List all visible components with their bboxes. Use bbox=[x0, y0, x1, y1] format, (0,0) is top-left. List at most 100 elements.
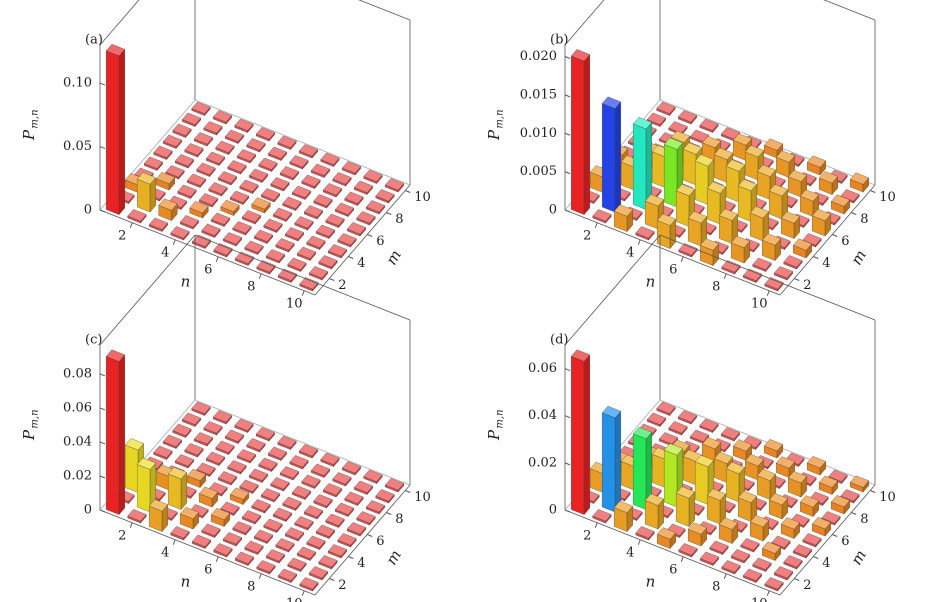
x-tick-label: 6 bbox=[669, 562, 677, 577]
bar-face bbox=[258, 157, 278, 170]
floor-tile bbox=[301, 174, 321, 190]
bar-face bbox=[775, 150, 796, 163]
x-tick bbox=[258, 273, 262, 279]
y-tick bbox=[367, 534, 373, 537]
bar-face bbox=[205, 451, 226, 464]
bar-face bbox=[664, 449, 678, 508]
floor-tile bbox=[325, 213, 345, 229]
bar-face bbox=[632, 117, 653, 130]
bar-face bbox=[570, 349, 591, 362]
bar-face bbox=[346, 522, 367, 535]
x-tick bbox=[680, 256, 684, 262]
bar-face bbox=[761, 233, 782, 246]
bar-face bbox=[325, 213, 345, 226]
bar-face bbox=[363, 469, 383, 482]
y-tick-label: 2 bbox=[338, 578, 346, 593]
bar-face bbox=[162, 434, 183, 447]
bar-face bbox=[375, 489, 395, 502]
bar-face bbox=[186, 173, 207, 186]
floor-tile bbox=[287, 557, 307, 573]
floor-tile bbox=[306, 235, 326, 251]
bar-face bbox=[205, 151, 226, 164]
floor-tile bbox=[752, 257, 772, 273]
bar-face bbox=[375, 189, 395, 202]
x-tick-label: 6 bbox=[204, 262, 212, 277]
bar-face bbox=[291, 485, 312, 498]
floor-tile bbox=[289, 155, 309, 170]
bar bbox=[220, 199, 240, 217]
y-tick-label: 8 bbox=[395, 212, 403, 227]
bar-face bbox=[267, 446, 288, 459]
z-tick bbox=[99, 146, 106, 150]
box-edge bbox=[779, 184, 876, 296]
bar-face bbox=[201, 223, 221, 236]
z-tick-label: 0.04 bbox=[63, 434, 92, 449]
floor-tile bbox=[764, 577, 784, 592]
bar-face bbox=[258, 457, 278, 470]
floor-tile bbox=[241, 210, 262, 225]
floor-tile bbox=[334, 502, 355, 518]
bar-face bbox=[652, 151, 666, 188]
floor-tile bbox=[222, 232, 243, 247]
x-tick-label: 8 bbox=[247, 579, 255, 594]
floor-tile bbox=[191, 101, 211, 117]
floor-tile bbox=[298, 444, 319, 459]
floor-tile bbox=[783, 255, 803, 270]
bar-face bbox=[301, 174, 321, 187]
bar-face bbox=[656, 527, 677, 540]
bar bbox=[761, 541, 782, 562]
floor-tile bbox=[730, 549, 751, 564]
y-tick-label: 6 bbox=[376, 234, 384, 249]
floor-tile bbox=[699, 551, 720, 567]
floor-tile bbox=[384, 178, 405, 193]
floor-tile bbox=[356, 511, 376, 526]
y-tick bbox=[367, 234, 373, 237]
bar bbox=[251, 197, 271, 214]
bar bbox=[155, 171, 176, 191]
box-edge bbox=[194, 234, 411, 321]
x-tick bbox=[129, 522, 133, 528]
bar bbox=[663, 137, 684, 208]
bar bbox=[179, 507, 200, 530]
x-tick-label: 10 bbox=[286, 296, 303, 311]
box-edge bbox=[564, 509, 781, 596]
x-tick-label: 6 bbox=[204, 562, 212, 577]
bar-face bbox=[143, 156, 164, 169]
y-tick-label: 4 bbox=[822, 556, 830, 571]
floor-tile bbox=[356, 211, 376, 226]
bar-face bbox=[191, 101, 211, 114]
bar-face bbox=[601, 405, 622, 418]
floor-tile bbox=[332, 172, 352, 187]
bar bbox=[687, 522, 708, 547]
bar-face bbox=[720, 127, 741, 140]
bar-face bbox=[105, 349, 126, 362]
bar bbox=[613, 204, 634, 233]
bar-face bbox=[701, 437, 722, 450]
floor-tile bbox=[337, 533, 357, 548]
bar-face bbox=[181, 412, 202, 425]
bar-face bbox=[296, 546, 317, 559]
bar-face bbox=[241, 510, 262, 523]
bar bbox=[148, 499, 169, 533]
floor-tile bbox=[193, 132, 214, 147]
bar-face bbox=[721, 560, 741, 573]
bar-face bbox=[658, 432, 679, 445]
floor-tile bbox=[677, 410, 698, 425]
bar-face bbox=[707, 188, 721, 225]
box-edge bbox=[194, 399, 411, 486]
bar bbox=[229, 487, 250, 506]
bar-face bbox=[656, 101, 676, 114]
bar-face bbox=[583, 54, 590, 216]
floor-tile bbox=[148, 217, 169, 233]
x-tick bbox=[766, 590, 770, 596]
floor-tile bbox=[277, 568, 298, 584]
z-tick-label: 0.06 bbox=[528, 361, 557, 376]
z-tick-label: 0 bbox=[84, 503, 92, 518]
bar-face bbox=[277, 268, 298, 281]
floor-tile bbox=[291, 185, 312, 201]
floor-tile bbox=[227, 160, 247, 175]
floor-tile bbox=[773, 266, 794, 281]
floor-tile bbox=[172, 123, 192, 139]
z-tick-label: 0.02 bbox=[528, 455, 557, 470]
z-axis-subscript: m,n bbox=[30, 409, 41, 428]
